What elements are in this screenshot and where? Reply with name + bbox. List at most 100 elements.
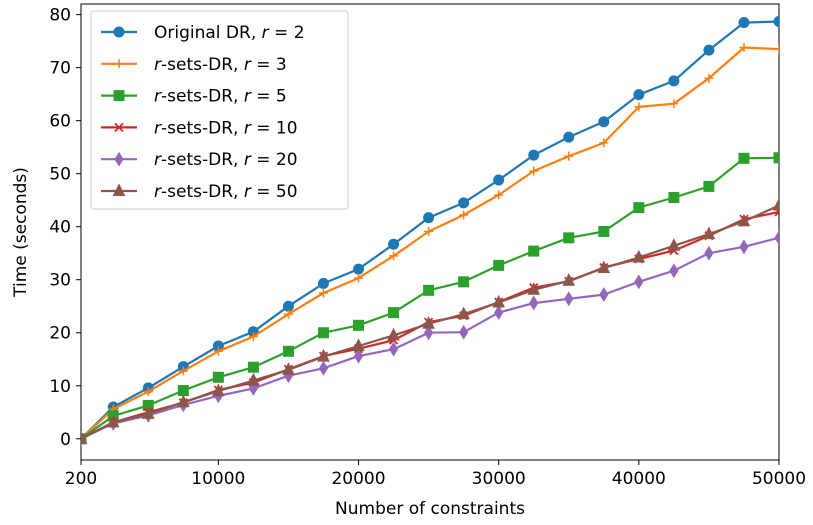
legend-item: r-sets-DR, r = 20 bbox=[101, 150, 298, 170]
data-point bbox=[106, 414, 120, 428]
data-point bbox=[387, 327, 400, 341]
data-point bbox=[494, 305, 504, 321]
y-tick-label: 70 bbox=[49, 59, 71, 79]
data-point bbox=[633, 202, 645, 214]
y-tick-label: 30 bbox=[49, 271, 71, 291]
legend-label: r-sets-DR, r = 20 bbox=[154, 150, 298, 170]
data-point bbox=[282, 345, 294, 357]
data-point bbox=[213, 346, 223, 356]
data-point bbox=[527, 282, 541, 295]
data-point bbox=[318, 288, 328, 298]
x-tick-label: 20000 bbox=[331, 469, 385, 489]
data-point bbox=[388, 307, 400, 319]
y-tick-label: 40 bbox=[49, 218, 71, 238]
y-tick-label: 10 bbox=[49, 377, 71, 397]
data-point bbox=[492, 294, 505, 308]
data-point bbox=[704, 245, 714, 261]
data-point bbox=[739, 42, 749, 52]
legend-label: r-sets-DR, r = 50 bbox=[154, 182, 298, 202]
data-point bbox=[141, 406, 155, 419]
data-point bbox=[597, 260, 611, 274]
data-point bbox=[668, 75, 680, 87]
data-point bbox=[353, 263, 365, 275]
x-tick-label: 40000 bbox=[612, 469, 666, 489]
data-point bbox=[529, 295, 539, 311]
legend-marker bbox=[114, 151, 124, 167]
series-5 bbox=[81, 230, 779, 447]
legend-label: r-sets-DR, r = 5 bbox=[154, 87, 287, 107]
data-point bbox=[737, 213, 751, 227]
series-6 bbox=[81, 197, 779, 444]
data-point bbox=[738, 152, 750, 164]
data-point bbox=[353, 319, 365, 331]
data-point bbox=[773, 152, 779, 164]
legend-label: Original DR, r = 2 bbox=[154, 23, 305, 43]
data-point bbox=[564, 291, 574, 307]
data-point bbox=[212, 371, 224, 383]
series-1 bbox=[81, 15, 779, 445]
data-point bbox=[423, 212, 435, 224]
data-point bbox=[563, 232, 575, 244]
y-axis-label: Time (seconds) bbox=[11, 167, 31, 298]
data-point bbox=[703, 44, 715, 56]
legend-marker bbox=[113, 26, 125, 38]
data-point bbox=[143, 387, 153, 397]
data-point bbox=[598, 225, 610, 237]
data-point bbox=[702, 226, 716, 240]
x-tick-label: 50000 bbox=[752, 469, 806, 489]
legend-label: r-sets-DR, r = 3 bbox=[154, 55, 287, 75]
data-point bbox=[283, 309, 293, 319]
data-point bbox=[247, 361, 259, 373]
legend-marker bbox=[114, 122, 124, 133]
data-point bbox=[178, 366, 188, 376]
data-point bbox=[353, 348, 364, 364]
data-point bbox=[458, 276, 470, 288]
x-tick-label: 30000 bbox=[472, 469, 526, 489]
legend: Original DR, r = 2 r-sets-DR, r = 3 r-sets… bbox=[90, 10, 349, 210]
data-point bbox=[738, 17, 750, 29]
data-point bbox=[317, 277, 329, 289]
data-point bbox=[667, 238, 681, 251]
data-point bbox=[634, 274, 644, 290]
data-point bbox=[774, 44, 779, 54]
data-point bbox=[668, 192, 680, 204]
data-point bbox=[282, 362, 295, 375]
data-point bbox=[424, 226, 434, 236]
data-point bbox=[598, 116, 610, 128]
y-axis: 0 10 20 30 40 50 60 70 80 bbox=[49, 6, 81, 450]
data-point bbox=[774, 230, 779, 246]
data-point bbox=[388, 238, 400, 250]
legend-item: Original DR, r = 2 bbox=[101, 23, 305, 43]
data-point bbox=[388, 341, 399, 357]
data-point bbox=[177, 394, 190, 408]
data-point bbox=[563, 131, 575, 143]
data-point bbox=[317, 348, 330, 362]
legend-marker bbox=[113, 90, 125, 102]
legend-label: r-sets-DR, r = 10 bbox=[154, 118, 298, 138]
y-tick-label: 80 bbox=[49, 6, 71, 26]
data-point bbox=[704, 73, 714, 83]
data-point bbox=[669, 99, 679, 109]
data-point bbox=[669, 263, 679, 279]
x-axis-label: Number of constraints bbox=[335, 499, 525, 519]
data-point bbox=[247, 372, 260, 386]
data-point bbox=[352, 338, 365, 351]
data-point bbox=[773, 15, 779, 27]
legend-item: r-sets-DR, r = 50 bbox=[101, 182, 298, 202]
series-2 bbox=[81, 42, 779, 444]
data-point bbox=[703, 180, 715, 192]
data-point bbox=[422, 316, 435, 329]
data-point bbox=[317, 327, 329, 339]
data-point bbox=[633, 89, 645, 101]
data-point bbox=[634, 102, 644, 112]
data-point bbox=[739, 239, 749, 255]
legend-item: r-sets-DR, r = 10 bbox=[101, 118, 298, 138]
legend-marker bbox=[112, 183, 126, 196]
data-point bbox=[212, 383, 225, 397]
data-point bbox=[318, 360, 329, 376]
data-point bbox=[632, 249, 646, 263]
data-point bbox=[389, 251, 399, 261]
data-point bbox=[564, 151, 574, 161]
data-point bbox=[493, 259, 505, 271]
